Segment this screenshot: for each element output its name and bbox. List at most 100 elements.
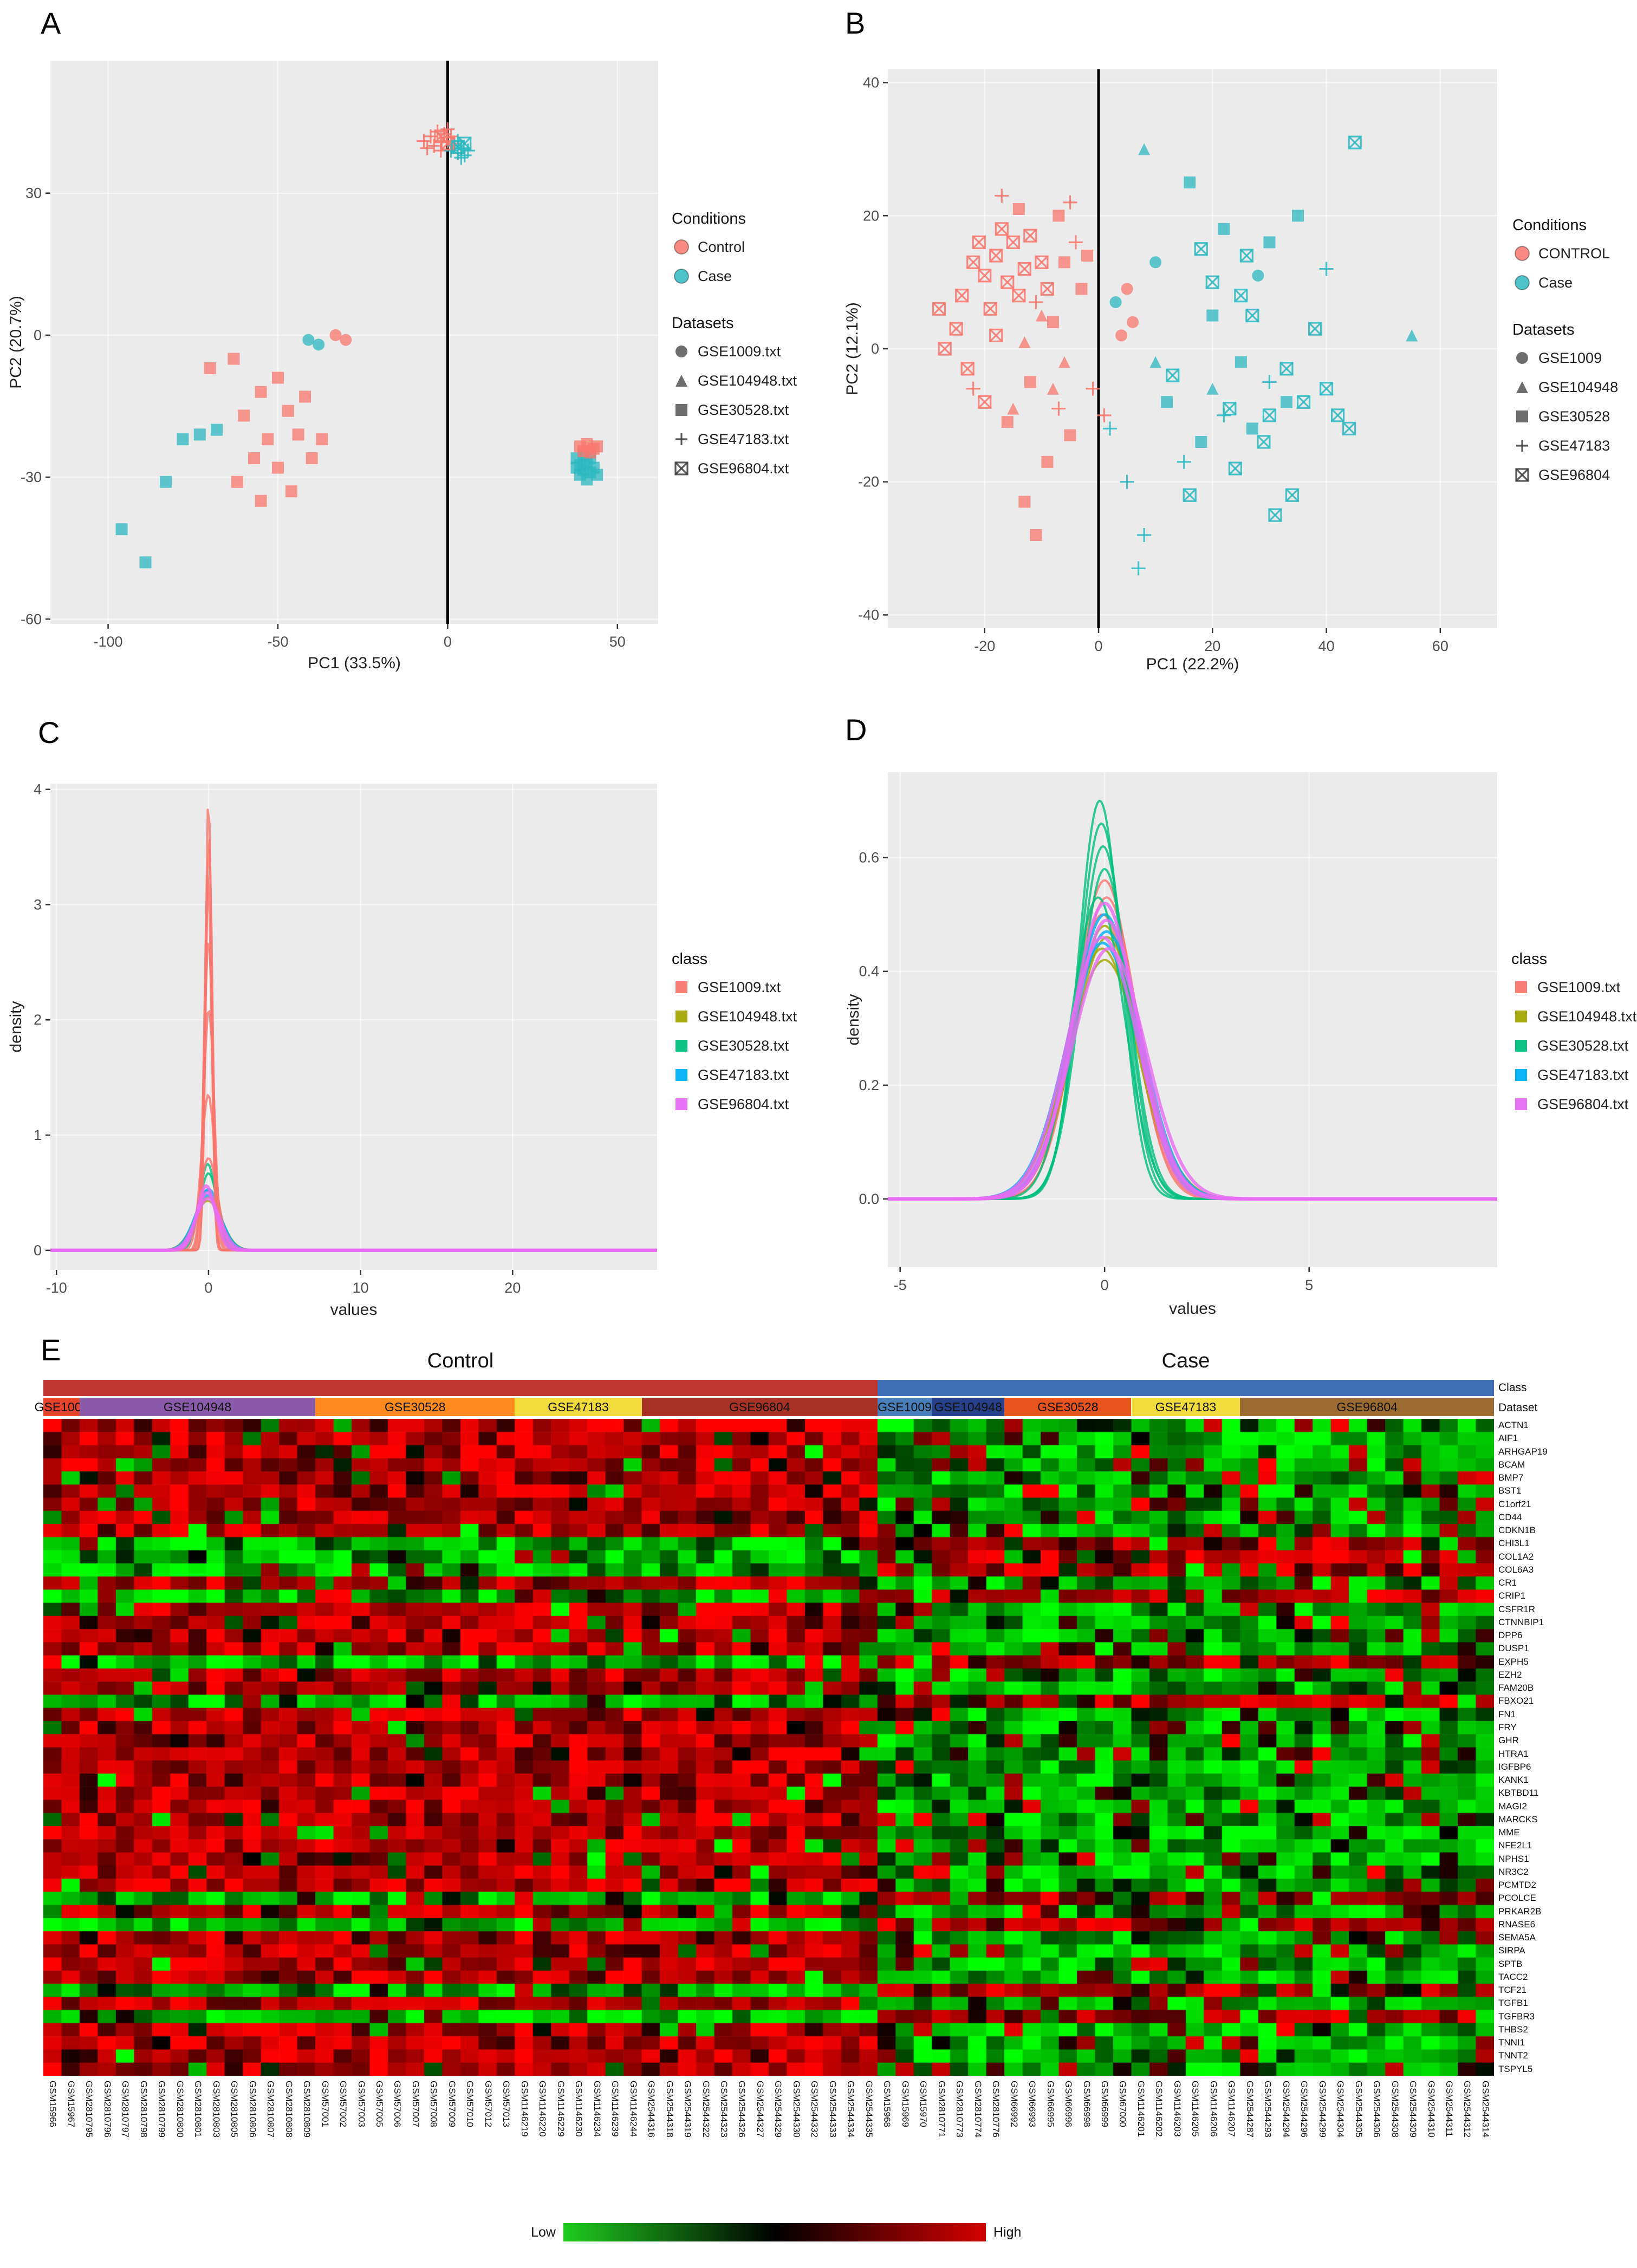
sample-label: GSM2544299 [1317,2081,1328,2137]
sample-label: GSM15968 [882,2081,893,2127]
legend-item-label: GSE104948 [1538,379,1619,395]
gene-label: NFE2L1 [1498,1840,1532,1851]
legend-item-label: GSE30528.txt [698,1037,789,1054]
class-legend-title: class [672,950,708,968]
sample-label: GSM2810806 [247,2081,258,2137]
legend-item-label: GSE47183 [1538,437,1610,454]
legend-item-label: GSE47183.txt [1537,1066,1629,1083]
legend-item: GSE30528.txt [1511,1031,1636,1060]
gene-label: MARCKS [1498,1814,1538,1824]
datasets-legend-title: Datasets [1512,321,1575,338]
legend-item: GSE1009.txt [672,973,797,1002]
gene-label: SEMA5A [1498,1932,1536,1943]
swatch-legend-key [1515,1069,1527,1081]
boxedx-legend-key [674,461,688,475]
gene-label: THBS2 [1498,2024,1528,2035]
gene-label: DPP6 [1498,1630,1523,1641]
case-group-title: Case [1161,1350,1210,1372]
density-plot-c: -10 0 10 20 0 1 2 3 4 [34,781,657,1296]
sample-label: GSM57012 [483,2081,493,2127]
dataset-bar-segment: GSE96804 [641,1398,878,1416]
svg-text:10: 10 [353,1280,369,1296]
sample-label: GSM2810803 [211,2081,222,2137]
sample-label: GSM1146203 [1172,2081,1183,2137]
gene-label: CR1 [1498,1578,1517,1588]
sample-label: GSM1146206 [1208,2081,1219,2137]
legend-item-label: GSE30528.txt [1537,1037,1629,1054]
class-legend-title: class [1511,950,1548,968]
panel-e-label: E [41,1333,61,1367]
gene-label: COL6A3 [1498,1564,1534,1575]
sample-label: GSM2810773 [954,2081,965,2137]
legend-item-label: GSE96804 [1538,466,1610,483]
svg-text:0.4: 0.4 [859,963,879,980]
sample-label: GSM57003 [356,2081,367,2127]
gene-label: FAM20B [1498,1683,1534,1693]
panel-b-y-axis-title: PC2 (12.1%) [843,302,861,395]
sample-label: GSM2544293 [1263,2081,1274,2137]
legend-item: GSE96804.txt [672,1090,797,1119]
gene-label: TNNT2 [1498,2050,1528,2061]
panel-c-x-axis-title: values [330,1301,378,1319]
sample-label: GSM67000 [1118,2081,1128,2127]
sample-label: GSM2544326 [737,2081,748,2137]
swatch-legend-key [675,1098,687,1110]
sample-label: GSM1146220 [537,2081,548,2137]
dataset-segment-label: GSE30528 [1037,1399,1099,1414]
gene-label: KBTBD11 [1498,1788,1539,1798]
legend-item-label: GSE96804.txt [698,460,789,477]
sample-label: GSM2544310 [1426,2081,1437,2137]
circle-legend-key [675,346,687,357]
sample-label: GSM2544294 [1281,2081,1291,2137]
dataset-segment-label: GSE104948 [163,1399,232,1414]
sample-label: GSM1146230 [574,2081,584,2137]
plus-legend-key [1516,440,1528,452]
legend-item: GSE47183.txt [1511,1060,1636,1090]
sample-label: GSM66999 [1099,2081,1110,2127]
datasets-legend-title: Datasets [672,315,734,332]
swatch-legend-key [675,981,687,993]
sample-label: GSM2544305 [1353,2081,1364,2137]
triangle-legend-key [1516,381,1528,393]
gene-label: FBXO21 [1498,1696,1534,1706]
gene-label: AIF1 [1498,1433,1518,1444]
sample-label: GSM2544322 [700,2081,711,2137]
sample-label: GSM2544318 [664,2081,675,2137]
dataset-segment-label: GSE30528 [384,1399,446,1414]
gene-label: CD44 [1498,1511,1522,1522]
sample-label: GSM2810805 [229,2081,240,2137]
swatch-legend-key [675,1040,687,1052]
sample-label: GSM15966 [48,2081,59,2127]
sample-label: GSM1146234 [592,2081,602,2137]
svg-text:-40: -40 [858,607,879,623]
dataset-segment-label: GSE104948 [934,1399,1002,1414]
class-bar-control [43,1380,878,1396]
panel-b-legend: Conditions CONTROL Case Datasets GSE1009 G… [1512,217,1618,490]
sample-label: GSM2544308 [1389,2081,1400,2137]
legend-item: GSE96804.txt [672,454,797,483]
legend-item: GSE96804.txt [1511,1090,1636,1119]
svg-text:-30: -30 [21,469,42,485]
control-group-title: Control [427,1350,494,1372]
swatch-legend-key [1515,1098,1527,1110]
dataset-bar-segment: GSE1009 [877,1398,932,1416]
svg-text:-50: -50 [267,634,288,650]
legend-item: CONTROL [1512,239,1618,268]
sample-label: GSM1146244 [628,2081,639,2137]
heatmap-canvas [43,1419,1494,2076]
colorbar-gradient [563,2223,986,2241]
swatch-legend-key [674,269,689,284]
panel-c-legend: class GSE1009.txt GSE104948.txt GSE30528.t… [672,950,797,1119]
svg-text:-5: -5 [894,1277,907,1293]
sample-label: GSM2810809 [302,2081,313,2137]
colorbar-high-label: High [993,2225,1022,2240]
legend-item: GSE1009.txt [1511,973,1636,1002]
sample-label: GSM15969 [900,2081,911,2127]
svg-text:0: 0 [1101,1277,1109,1293]
pca-scatter-b: -20 0 20 40 60 40 20 0 -20 -40 [858,69,1497,654]
sample-label: GSM2544296 [1299,2081,1310,2137]
panel-c-label: C [38,715,60,750]
svg-text:1: 1 [34,1127,42,1143]
sample-label: GSM2810799 [157,2081,167,2137]
dataset-bar-segment: GSE47183 [1131,1398,1240,1416]
